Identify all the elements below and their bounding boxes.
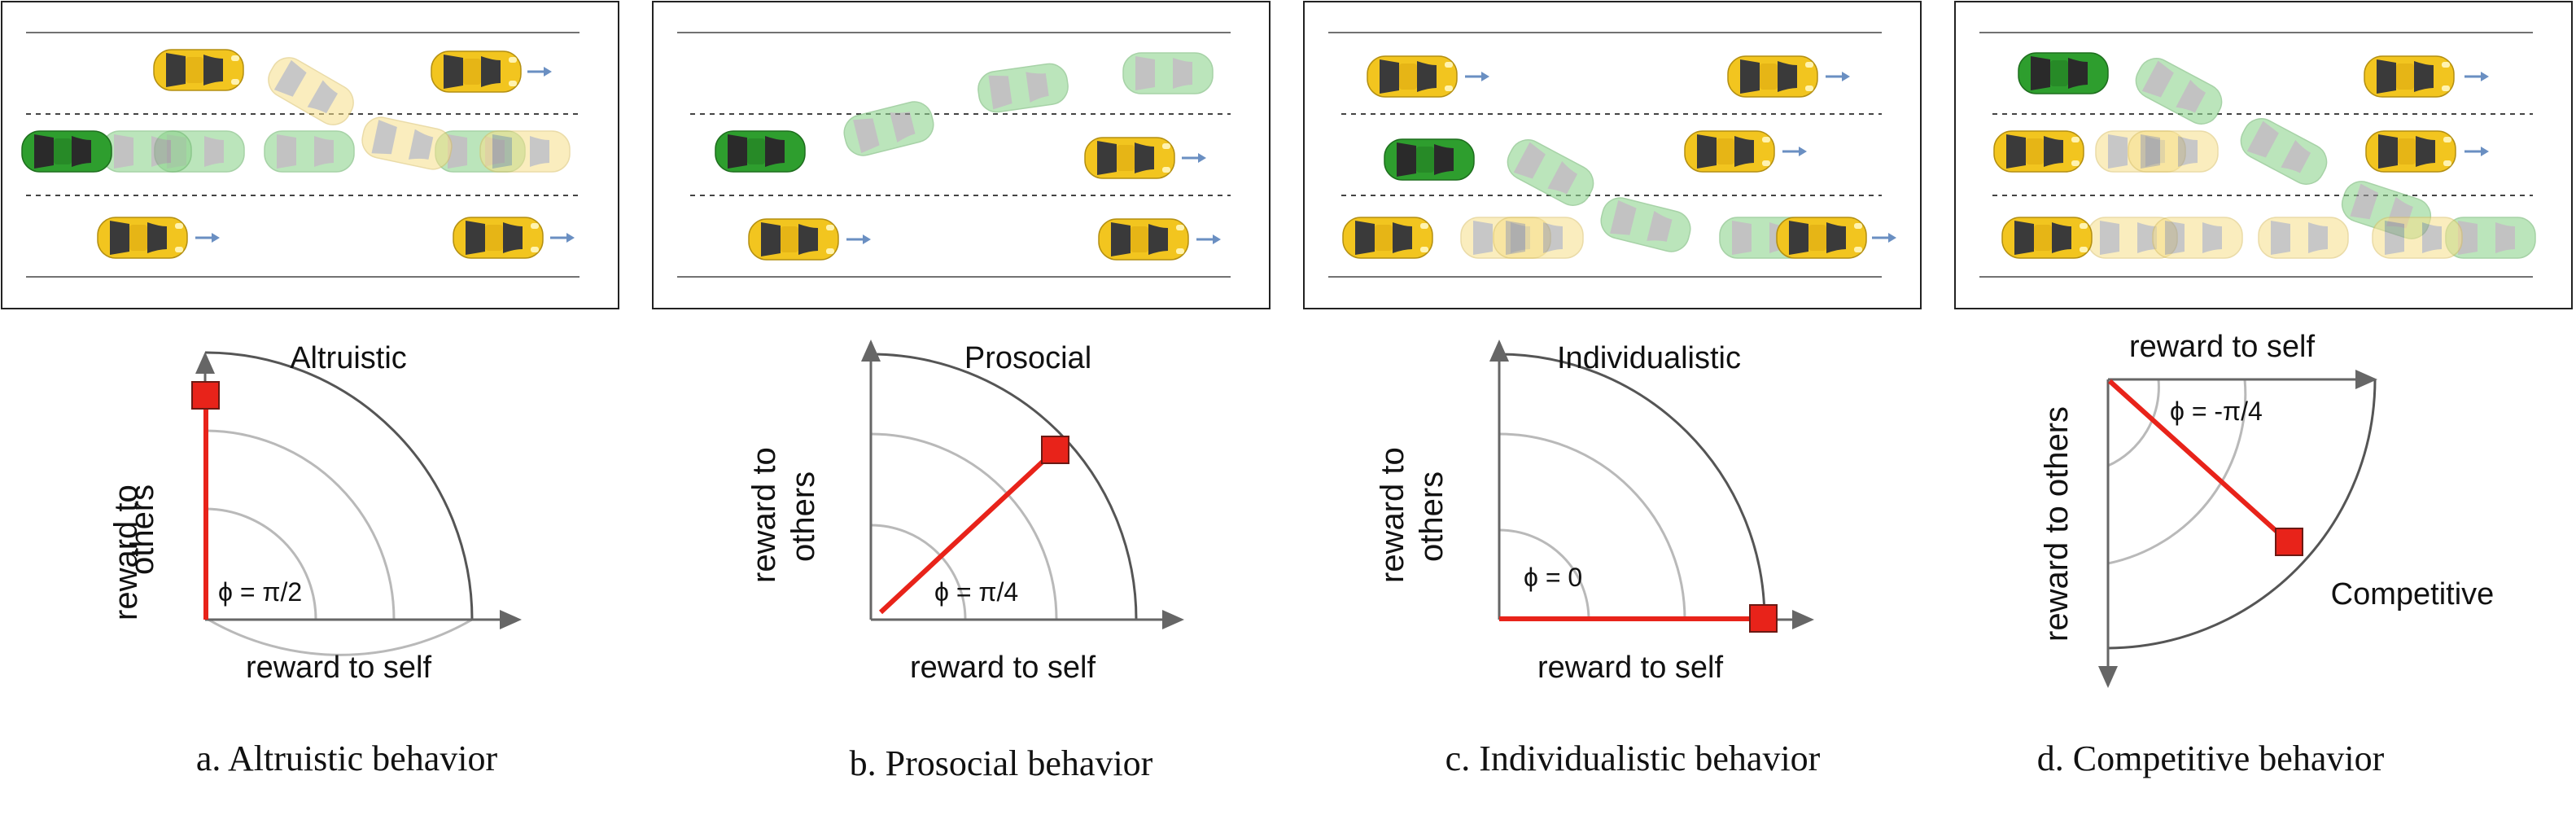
green-car-ghost — [264, 130, 355, 173]
unit-arc — [208, 618, 473, 656]
middle-arc — [2107, 379, 2247, 565]
green-car — [21, 130, 112, 173]
phi-label: ϕ = π/2 — [218, 577, 302, 607]
xlabel: reward to self — [910, 651, 1096, 685]
green-car — [1384, 138, 1475, 181]
yellow-car — [2365, 130, 2456, 173]
svo-marker — [1041, 436, 1069, 464]
svo-plot-b: Prosocial reward to others ϕ = π/4 rewar… — [746, 340, 1184, 783]
middle-arc — [1498, 432, 1686, 620]
green-car-ghost — [101, 130, 192, 173]
yellow-car — [2364, 55, 2455, 98]
ylabel-line1: reward to — [108, 484, 144, 620]
green-car — [2018, 52, 2109, 94]
yellow-car-ghost — [2128, 130, 2219, 173]
svo-vector — [878, 448, 1057, 615]
plot-title: Prosocial — [964, 341, 1091, 375]
yellow-car — [1684, 130, 1775, 173]
traffic-scene-d — [1954, 1, 2573, 309]
ylabel-line2: others — [1414, 471, 1450, 562]
ylabel-line2: others — [785, 471, 821, 562]
yellow-car — [2001, 217, 2093, 259]
yellow-car-ghost — [2152, 217, 2243, 259]
caption: a. Altruistic behavior — [196, 739, 498, 778]
xlabel: reward to self — [246, 651, 432, 685]
svo-plot-c: Individualistic reward to others ϕ = 0 r… — [1375, 340, 1821, 778]
svo-marker — [2275, 528, 2303, 556]
svo-plot-a: Altruistic reward to others ϕ = π/2 rewa… — [108, 341, 522, 778]
yellow-car — [1367, 55, 1458, 98]
plot-title: Altruistic — [290, 341, 407, 375]
plot-title: Individualistic — [1557, 341, 1741, 375]
caption: c. Individualistic behavior — [1445, 739, 1821, 778]
yellow-car-ghost — [1493, 217, 1584, 259]
outer-arc — [1498, 353, 1766, 620]
yellow-car — [1727, 55, 1818, 98]
yellow-car-ghost — [479, 130, 571, 173]
yellow-car — [1993, 130, 2084, 173]
green-car — [715, 130, 806, 173]
xlabel: reward to self — [2129, 330, 2316, 364]
phi-label: ϕ = 0 — [1524, 563, 1582, 592]
yellow-car — [1776, 217, 1867, 259]
middle-arc — [204, 429, 396, 620]
outer-arc — [204, 351, 474, 620]
plot-label: Competitive — [2331, 577, 2495, 611]
yellow-car — [431, 50, 522, 93]
inner-arc — [1498, 528, 1590, 620]
traffic-scene-a — [1, 1, 619, 309]
yellow-car — [97, 217, 188, 259]
yellow-car — [1084, 137, 1175, 179]
traffic-scene-c — [1303, 1, 1922, 309]
inner-arc — [204, 507, 317, 620]
yellow-car — [1342, 217, 1433, 259]
phi-label: ϕ = -π/4 — [2170, 397, 2263, 426]
svo-plot-d: reward to self reward to others ϕ = -π/4… — [2037, 330, 2495, 778]
yellow-car — [1098, 218, 1189, 261]
outer-arc — [2107, 379, 2377, 650]
caption: d. Competitive behavior — [2037, 739, 2385, 778]
xlabel: reward to self — [1537, 651, 1724, 685]
svo-marker — [1749, 604, 1778, 633]
inner-arc — [2107, 379, 2160, 467]
ylabel: reward to others — [2039, 406, 2075, 642]
yellow-car-ghost — [2258, 217, 2349, 259]
yellow-car — [153, 49, 244, 91]
middle-arc — [870, 432, 1058, 620]
traffic-scene-b — [652, 1, 1271, 309]
yellow-car-ghost — [2372, 217, 2463, 259]
outer-arc — [870, 353, 1138, 620]
yellow-car — [748, 218, 839, 261]
inner-arc — [870, 524, 967, 620]
svo-marker — [191, 381, 220, 410]
ylabel-line2: others — [125, 484, 160, 575]
green-car-ghost — [1122, 52, 1214, 94]
caption: b. Prosocial behavior — [850, 743, 1153, 783]
phi-label: ϕ = π/4 — [934, 577, 1018, 607]
yellow-car — [453, 217, 544, 259]
ylabel-line1: reward to — [1375, 447, 1410, 583]
svo-vector — [2107, 379, 2291, 545]
ylabel-line1: reward to — [746, 447, 782, 583]
